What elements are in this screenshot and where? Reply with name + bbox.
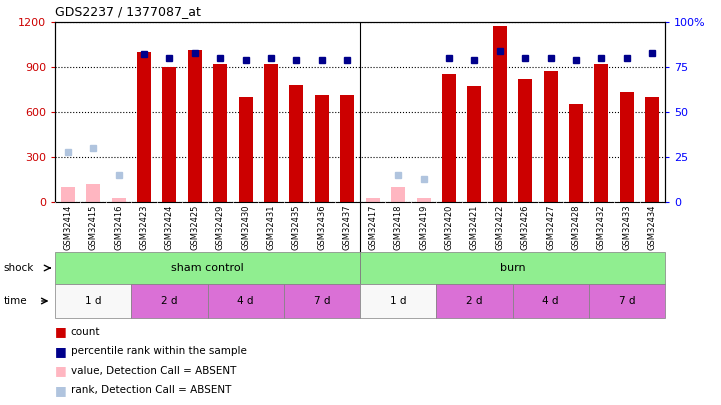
Text: 2 d: 2 d [466, 296, 482, 306]
Bar [569, 104, 583, 202]
Text: ■: ■ [55, 345, 67, 358]
Text: GSM32431: GSM32431 [267, 205, 275, 250]
Bar [595, 64, 609, 202]
Bar [162, 67, 177, 202]
Bar [55, 252, 360, 284]
Bar [513, 284, 589, 318]
Text: 7 d: 7 d [619, 296, 635, 306]
Bar [289, 85, 304, 202]
Text: GSM32422: GSM32422 [495, 205, 504, 250]
Text: GSM32423: GSM32423 [139, 205, 149, 250]
Text: GSM32433: GSM32433 [622, 205, 632, 250]
Text: time: time [4, 296, 27, 306]
Text: GSM32426: GSM32426 [521, 205, 530, 250]
Bar [620, 92, 634, 202]
Bar [264, 64, 278, 202]
Text: percentile rank within the sample: percentile rank within the sample [71, 346, 247, 356]
Text: GDS2237 / 1377087_at: GDS2237 / 1377087_at [55, 5, 201, 18]
Bar [442, 75, 456, 202]
Bar [137, 52, 151, 202]
Text: sham control: sham control [171, 263, 244, 273]
Text: GSM32417: GSM32417 [368, 205, 377, 250]
Text: value, Detection Call = ABSENT: value, Detection Call = ABSENT [71, 366, 236, 376]
Bar [315, 96, 329, 202]
Bar [492, 26, 507, 202]
Bar [86, 184, 100, 202]
Text: GSM32420: GSM32420 [444, 205, 454, 250]
Bar [436, 284, 513, 318]
Text: 7 d: 7 d [314, 296, 330, 306]
Bar [360, 252, 665, 284]
Text: GSM32437: GSM32437 [342, 205, 352, 250]
Text: GSM32421: GSM32421 [470, 205, 479, 250]
Text: 4 d: 4 d [542, 296, 559, 306]
Text: 1 d: 1 d [390, 296, 407, 306]
Bar [589, 284, 665, 318]
Text: GSM32419: GSM32419 [419, 205, 428, 250]
Text: GSM32427: GSM32427 [546, 205, 555, 250]
Text: GSM32434: GSM32434 [647, 205, 657, 250]
Text: ■: ■ [55, 364, 67, 377]
Text: 1 d: 1 d [85, 296, 102, 306]
Text: burn: burn [500, 263, 526, 273]
Bar [340, 96, 354, 202]
Text: GSM32428: GSM32428 [572, 205, 580, 250]
Bar [61, 187, 75, 202]
Bar [645, 97, 659, 202]
Bar [208, 284, 284, 318]
Text: shock: shock [4, 263, 34, 273]
Bar [366, 198, 380, 202]
Text: GSM32429: GSM32429 [216, 205, 225, 250]
Bar [360, 284, 436, 318]
Bar [239, 97, 252, 202]
Bar [131, 284, 208, 318]
Text: ■: ■ [55, 384, 67, 397]
Bar [391, 187, 405, 202]
Text: GSM32416: GSM32416 [114, 205, 123, 250]
Text: ■: ■ [55, 326, 67, 339]
Bar [467, 87, 482, 202]
Bar [213, 64, 227, 202]
Bar [518, 79, 532, 202]
Text: GSM32425: GSM32425 [190, 205, 199, 250]
Text: count: count [71, 327, 100, 337]
Bar [187, 51, 202, 202]
Text: GSM32418: GSM32418 [394, 205, 402, 250]
Text: GSM32436: GSM32436 [317, 205, 327, 250]
Text: 4 d: 4 d [237, 296, 254, 306]
Bar [55, 284, 131, 318]
Text: GSM32430: GSM32430 [241, 205, 250, 250]
Text: GSM32415: GSM32415 [89, 205, 97, 250]
Bar [544, 72, 557, 202]
Text: rank, Detection Call = ABSENT: rank, Detection Call = ABSENT [71, 385, 231, 395]
Text: GSM32435: GSM32435 [292, 205, 301, 250]
Text: 2 d: 2 d [161, 296, 177, 306]
Bar [417, 198, 430, 202]
Text: GSM32414: GSM32414 [63, 205, 72, 250]
Bar [112, 198, 125, 202]
Bar [284, 284, 360, 318]
Text: GSM32424: GSM32424 [165, 205, 174, 250]
Text: GSM32432: GSM32432 [597, 205, 606, 250]
